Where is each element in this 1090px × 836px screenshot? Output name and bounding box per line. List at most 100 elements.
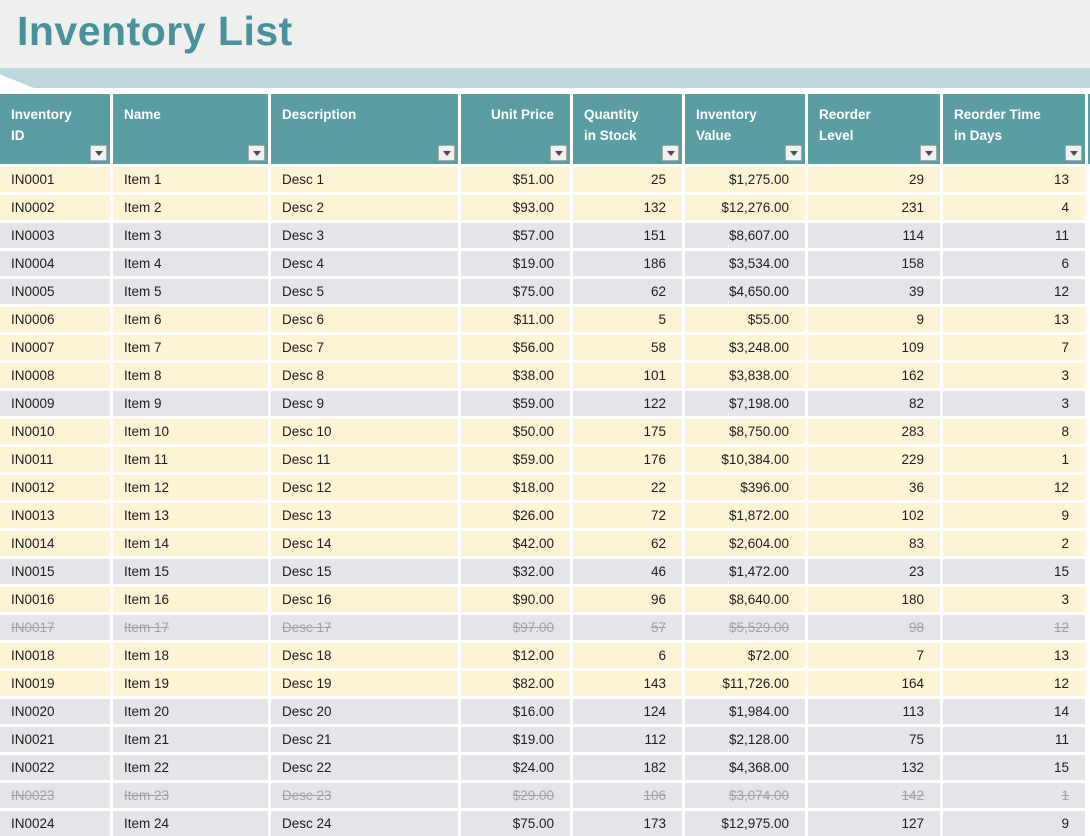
cell-inventory-id[interactable]: IN0016 xyxy=(0,587,110,612)
cell-description[interactable]: Desc 11 xyxy=(271,447,458,472)
cell-inventory-id[interactable]: IN0012 xyxy=(0,475,110,500)
cell-description[interactable]: Desc 16 xyxy=(271,587,458,612)
cell-inventory-value[interactable]: $5,529.00 xyxy=(685,615,805,640)
filter-dropdown-button-inventory-value[interactable] xyxy=(785,145,802,161)
cell-inventory-id[interactable]: IN0020 xyxy=(0,699,110,724)
cell-inventory-id[interactable]: IN0002 xyxy=(0,195,110,220)
cell-inventory-value[interactable]: $3,248.00 xyxy=(685,335,805,360)
cell-reorder-level[interactable]: 29 xyxy=(808,167,940,192)
cell-unit-price[interactable]: $18.00 xyxy=(461,475,570,500)
cell-reorder-time-in-days[interactable]: 12 xyxy=(943,615,1085,640)
cell-inventory-value[interactable]: $11,726.00 xyxy=(685,671,805,696)
cell-inventory-id[interactable]: IN0004 xyxy=(0,251,110,276)
cell-inventory-value[interactable]: $72.00 xyxy=(685,643,805,668)
cell-reorder-time-in-days[interactable]: 1 xyxy=(943,447,1085,472)
cell-reorder-level[interactable]: 98 xyxy=(808,615,940,640)
cell-reorder-time-in-days[interactable]: 2 xyxy=(943,531,1085,556)
cell-quantity-in-stock[interactable]: 58 xyxy=(573,335,682,360)
cell-unit-price[interactable]: $50.00 xyxy=(461,419,570,444)
cell-reorder-level[interactable]: 75 xyxy=(808,727,940,752)
cell-unit-price[interactable]: $29.00 xyxy=(461,783,570,808)
cell-quantity-in-stock[interactable]: 173 xyxy=(573,811,682,836)
cell-reorder-time-in-days[interactable]: 3 xyxy=(943,363,1085,388)
cell-inventory-id[interactable]: IN0008 xyxy=(0,363,110,388)
cell-reorder-time-in-days[interactable]: 13 xyxy=(943,307,1085,332)
cell-inventory-value[interactable]: $2,128.00 xyxy=(685,727,805,752)
cell-reorder-level[interactable]: 36 xyxy=(808,475,940,500)
cell-description[interactable]: Desc 12 xyxy=(271,475,458,500)
cell-description[interactable]: Desc 13 xyxy=(271,503,458,528)
cell-reorder-time-in-days[interactable]: 12 xyxy=(943,671,1085,696)
filter-dropdown-button-inventory-id[interactable] xyxy=(90,145,107,161)
cell-inventory-value[interactable]: $3,534.00 xyxy=(685,251,805,276)
cell-name[interactable]: Item 7 xyxy=(113,335,268,360)
cell-inventory-id[interactable]: IN0014 xyxy=(0,531,110,556)
cell-unit-price[interactable]: $16.00 xyxy=(461,699,570,724)
cell-reorder-level[interactable]: 7 xyxy=(808,643,940,668)
cell-inventory-value[interactable]: $12,276.00 xyxy=(685,195,805,220)
cell-name[interactable]: Item 22 xyxy=(113,755,268,780)
cell-reorder-level[interactable]: 127 xyxy=(808,811,940,836)
cell-name[interactable]: Item 15 xyxy=(113,559,268,584)
cell-name[interactable]: Item 12 xyxy=(113,475,268,500)
cell-unit-price[interactable]: $75.00 xyxy=(461,811,570,836)
cell-reorder-level[interactable]: 109 xyxy=(808,335,940,360)
cell-inventory-id[interactable]: IN0001 xyxy=(0,167,110,192)
cell-quantity-in-stock[interactable]: 112 xyxy=(573,727,682,752)
cell-unit-price[interactable]: $97.00 xyxy=(461,615,570,640)
cell-inventory-value[interactable]: $2,604.00 xyxy=(685,531,805,556)
cell-description[interactable]: Desc 2 xyxy=(271,195,458,220)
column-header-description[interactable]: Description xyxy=(271,94,458,164)
cell-description[interactable]: Desc 24 xyxy=(271,811,458,836)
cell-quantity-in-stock[interactable]: 46 xyxy=(573,559,682,584)
cell-quantity-in-stock[interactable]: 186 xyxy=(573,251,682,276)
cell-inventory-id[interactable]: IN0007 xyxy=(0,335,110,360)
filter-dropdown-button-quantity-in-stock[interactable] xyxy=(662,145,679,161)
cell-reorder-time-in-days[interactable]: 13 xyxy=(943,167,1085,192)
cell-quantity-in-stock[interactable]: 6 xyxy=(573,643,682,668)
cell-reorder-time-in-days[interactable]: 1 xyxy=(943,783,1085,808)
cell-unit-price[interactable]: $57.00 xyxy=(461,223,570,248)
cell-name[interactable]: Item 20 xyxy=(113,699,268,724)
cell-inventory-value[interactable]: $3,074.00 xyxy=(685,783,805,808)
cell-description[interactable]: Desc 4 xyxy=(271,251,458,276)
cell-quantity-in-stock[interactable]: 106 xyxy=(573,783,682,808)
cell-unit-price[interactable]: $93.00 xyxy=(461,195,570,220)
cell-unit-price[interactable]: $82.00 xyxy=(461,671,570,696)
cell-quantity-in-stock[interactable]: 176 xyxy=(573,447,682,472)
cell-quantity-in-stock[interactable]: 124 xyxy=(573,699,682,724)
cell-name[interactable]: Item 21 xyxy=(113,727,268,752)
cell-unit-price[interactable]: $59.00 xyxy=(461,391,570,416)
cell-name[interactable]: Item 8 xyxy=(113,363,268,388)
cell-quantity-in-stock[interactable]: 182 xyxy=(573,755,682,780)
cell-inventory-value[interactable]: $1,872.00 xyxy=(685,503,805,528)
cell-inventory-value[interactable]: $1,275.00 xyxy=(685,167,805,192)
cell-reorder-level[interactable]: 39 xyxy=(808,279,940,304)
cell-unit-price[interactable]: $26.00 xyxy=(461,503,570,528)
cell-inventory-value[interactable]: $12,975.00 xyxy=(685,811,805,836)
column-header-inventory-id[interactable]: Inventory ID xyxy=(0,94,110,164)
cell-reorder-level[interactable]: 114 xyxy=(808,223,940,248)
filter-dropdown-button-reorder-time-in-days[interactable] xyxy=(1065,145,1082,161)
cell-inventory-id[interactable]: IN0022 xyxy=(0,755,110,780)
cell-reorder-time-in-days[interactable]: 15 xyxy=(943,559,1085,584)
cell-inventory-id[interactable]: IN0017 xyxy=(0,615,110,640)
cell-name[interactable]: Item 16 xyxy=(113,587,268,612)
cell-description[interactable]: Desc 3 xyxy=(271,223,458,248)
cell-quantity-in-stock[interactable]: 122 xyxy=(573,391,682,416)
cell-reorder-time-in-days[interactable]: 13 xyxy=(943,643,1085,668)
cell-inventory-id[interactable]: IN0019 xyxy=(0,671,110,696)
cell-reorder-time-in-days[interactable]: 8 xyxy=(943,419,1085,444)
cell-reorder-level[interactable]: 83 xyxy=(808,531,940,556)
cell-inventory-id[interactable]: IN0023 xyxy=(0,783,110,808)
cell-description[interactable]: Desc 23 xyxy=(271,783,458,808)
cell-reorder-level[interactable]: 229 xyxy=(808,447,940,472)
cell-reorder-time-in-days[interactable]: 6 xyxy=(943,251,1085,276)
cell-reorder-level[interactable]: 9 xyxy=(808,307,940,332)
cell-unit-price[interactable]: $11.00 xyxy=(461,307,570,332)
cell-reorder-time-in-days[interactable]: 15 xyxy=(943,755,1085,780)
cell-quantity-in-stock[interactable]: 57 xyxy=(573,615,682,640)
cell-description[interactable]: Desc 7 xyxy=(271,335,458,360)
cell-reorder-time-in-days[interactable]: 11 xyxy=(943,727,1085,752)
cell-inventory-id[interactable]: IN0018 xyxy=(0,643,110,668)
